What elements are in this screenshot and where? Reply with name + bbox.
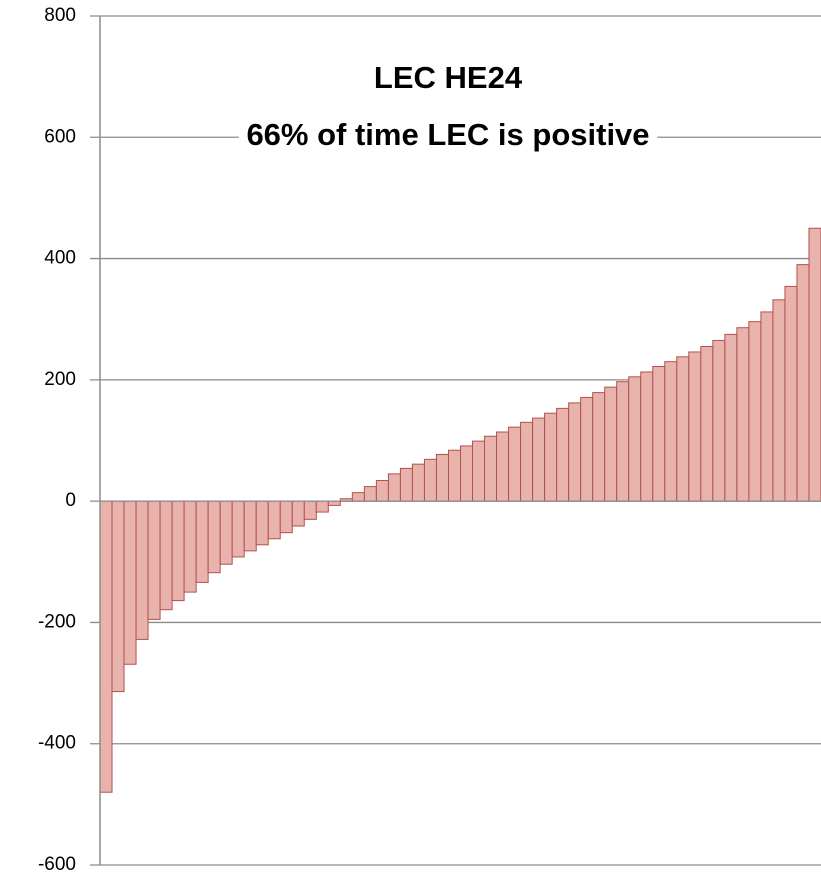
y-tick-label: 600 bbox=[44, 126, 76, 147]
bar bbox=[784, 285, 798, 502]
bar bbox=[411, 463, 425, 502]
bar bbox=[267, 500, 281, 540]
y-tick-label: 400 bbox=[44, 248, 76, 269]
bar bbox=[700, 346, 714, 502]
bar bbox=[748, 321, 762, 502]
bar bbox=[315, 500, 329, 513]
bar bbox=[123, 500, 137, 665]
bar bbox=[736, 327, 750, 502]
bar bbox=[195, 500, 209, 583]
bar bbox=[484, 435, 498, 502]
bar bbox=[423, 458, 437, 502]
bar bbox=[724, 333, 738, 502]
bar bbox=[796, 264, 810, 502]
bar bbox=[147, 500, 161, 620]
bar bbox=[604, 386, 618, 502]
bar bbox=[520, 421, 534, 502]
bar bbox=[291, 500, 305, 527]
bar bbox=[99, 500, 113, 793]
bar bbox=[760, 311, 774, 502]
bar bbox=[460, 445, 474, 502]
bar bbox=[544, 412, 558, 502]
bar bbox=[159, 500, 173, 611]
bar bbox=[808, 227, 821, 502]
bar bbox=[508, 426, 522, 502]
bar bbox=[279, 500, 293, 534]
bars bbox=[99, 227, 821, 793]
bar bbox=[231, 500, 245, 558]
bar bbox=[688, 351, 702, 502]
bar bbox=[592, 392, 606, 502]
bar bbox=[568, 402, 582, 502]
bar bbox=[183, 500, 197, 593]
y-tick-label: -600 bbox=[38, 854, 76, 875]
bar bbox=[111, 500, 125, 693]
bar bbox=[243, 500, 257, 552]
bar bbox=[640, 371, 654, 502]
y-tick-label: 0 bbox=[65, 490, 76, 511]
bar bbox=[676, 356, 690, 502]
bar bbox=[664, 361, 678, 502]
bar bbox=[387, 473, 401, 502]
y-tick-label: -400 bbox=[38, 733, 76, 754]
bar bbox=[303, 500, 317, 520]
y-tick-label: -200 bbox=[38, 611, 76, 632]
bar bbox=[712, 339, 726, 502]
bar bbox=[255, 500, 269, 546]
bar bbox=[580, 396, 594, 502]
bar bbox=[628, 376, 642, 502]
bar bbox=[219, 500, 233, 565]
bar bbox=[351, 492, 365, 502]
bar bbox=[532, 417, 546, 502]
bar bbox=[652, 366, 666, 502]
bar bbox=[556, 407, 570, 502]
bar bbox=[472, 440, 486, 502]
bar bbox=[435, 453, 449, 502]
bar bbox=[399, 467, 413, 502]
bar bbox=[496, 431, 510, 502]
axes: -600 -400 -200 0 200 400 600 800 bbox=[38, 5, 821, 875]
bar bbox=[447, 449, 462, 502]
bar bbox=[772, 299, 786, 502]
chart-subtitle: 66% of time LEC is positive bbox=[246, 117, 649, 152]
bar bbox=[171, 500, 185, 602]
chart-title: LEC HE24 bbox=[374, 60, 523, 95]
bar bbox=[363, 486, 377, 502]
y-tick-label: 800 bbox=[44, 5, 76, 26]
bar bbox=[375, 480, 389, 502]
bar bbox=[207, 500, 221, 574]
bar bbox=[135, 500, 149, 640]
y-tick-label: 200 bbox=[44, 369, 76, 390]
bar bbox=[616, 381, 630, 502]
